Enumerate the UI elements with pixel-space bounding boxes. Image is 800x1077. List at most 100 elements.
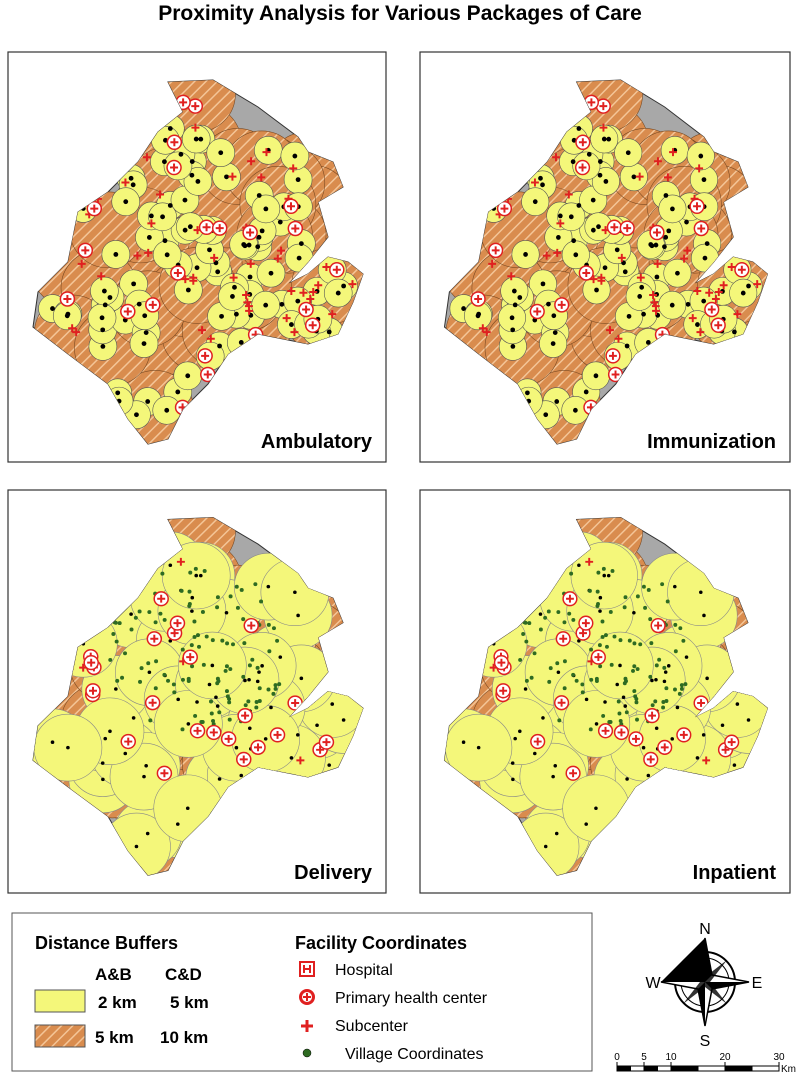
compass-n: N [699, 921, 711, 938]
village [153, 620, 158, 625]
village [293, 590, 297, 595]
village [215, 595, 220, 600]
village [586, 151, 592, 157]
subcenter [245, 306, 254, 315]
village [289, 756, 294, 760]
village [598, 595, 603, 600]
map-panel: Inpatient [419, 489, 791, 894]
village [234, 745, 239, 750]
subcenter [542, 251, 551, 260]
subcenter [693, 286, 702, 295]
phc-cross [239, 755, 248, 764]
village [180, 677, 185, 682]
village [648, 617, 653, 622]
phc-cross [707, 305, 716, 314]
phc-cross [193, 726, 202, 735]
village [602, 573, 607, 578]
village [209, 699, 214, 704]
buffer-layer [33, 517, 363, 876]
village [571, 672, 576, 677]
village [577, 563, 581, 567]
phc-cross [246, 228, 255, 237]
village [137, 609, 142, 614]
subcenter [97, 272, 106, 281]
village [202, 568, 207, 573]
panel-label: Delivery [294, 862, 373, 884]
village [547, 679, 552, 684]
subcenter [669, 148, 677, 157]
subcenter [556, 219, 565, 228]
village [210, 638, 215, 643]
village [134, 412, 139, 418]
village [113, 252, 119, 257]
phc-cross [623, 224, 632, 233]
village [138, 679, 143, 684]
village [605, 644, 609, 649]
subcenter [156, 190, 165, 199]
village [50, 306, 55, 311]
village [665, 599, 670, 604]
village [133, 615, 138, 620]
village [243, 678, 247, 683]
village [217, 710, 222, 715]
village [603, 633, 608, 638]
village [554, 831, 559, 836]
village [111, 632, 116, 636]
village [627, 638, 632, 643]
phc-cross [215, 224, 224, 233]
village [215, 269, 221, 275]
subcenter [649, 291, 657, 300]
subcenter [247, 157, 256, 166]
village [646, 588, 651, 592]
village [521, 632, 526, 636]
village [518, 729, 522, 734]
village [102, 302, 108, 308]
village [695, 756, 700, 760]
village [606, 136, 612, 142]
subcenter [242, 291, 251, 300]
village [596, 224, 601, 230]
phc-cross [170, 163, 179, 172]
subcenter [727, 262, 736, 271]
village [114, 687, 118, 691]
compass-w: W [645, 975, 661, 992]
village [621, 695, 626, 699]
village [171, 682, 176, 687]
village [701, 733, 706, 737]
village [543, 844, 548, 849]
phc-cross [727, 738, 736, 747]
village [234, 311, 239, 317]
village [250, 657, 255, 662]
village [207, 682, 212, 687]
village [217, 777, 222, 781]
village [148, 213, 154, 219]
phc-cross [322, 738, 331, 747]
village [589, 677, 594, 682]
village [224, 174, 229, 180]
phc-cross [533, 307, 542, 316]
village [524, 678, 529, 683]
scale-seg [643, 1065, 658, 1072]
village [657, 657, 662, 662]
village [341, 718, 346, 722]
village [257, 670, 261, 674]
subcenter [309, 287, 318, 296]
village [623, 676, 628, 681]
village [615, 682, 619, 687]
phc-cross [653, 228, 661, 237]
phc-cross [611, 370, 620, 379]
village [162, 672, 167, 677]
village [230, 294, 235, 299]
village [664, 686, 669, 691]
village [263, 206, 269, 212]
village [241, 242, 247, 247]
village [653, 699, 658, 704]
village [255, 665, 260, 670]
subcenter [144, 248, 153, 257]
village [296, 613, 300, 618]
village [625, 777, 629, 781]
village [259, 599, 264, 604]
village [589, 647, 594, 652]
village [225, 641, 230, 646]
village [626, 313, 632, 319]
